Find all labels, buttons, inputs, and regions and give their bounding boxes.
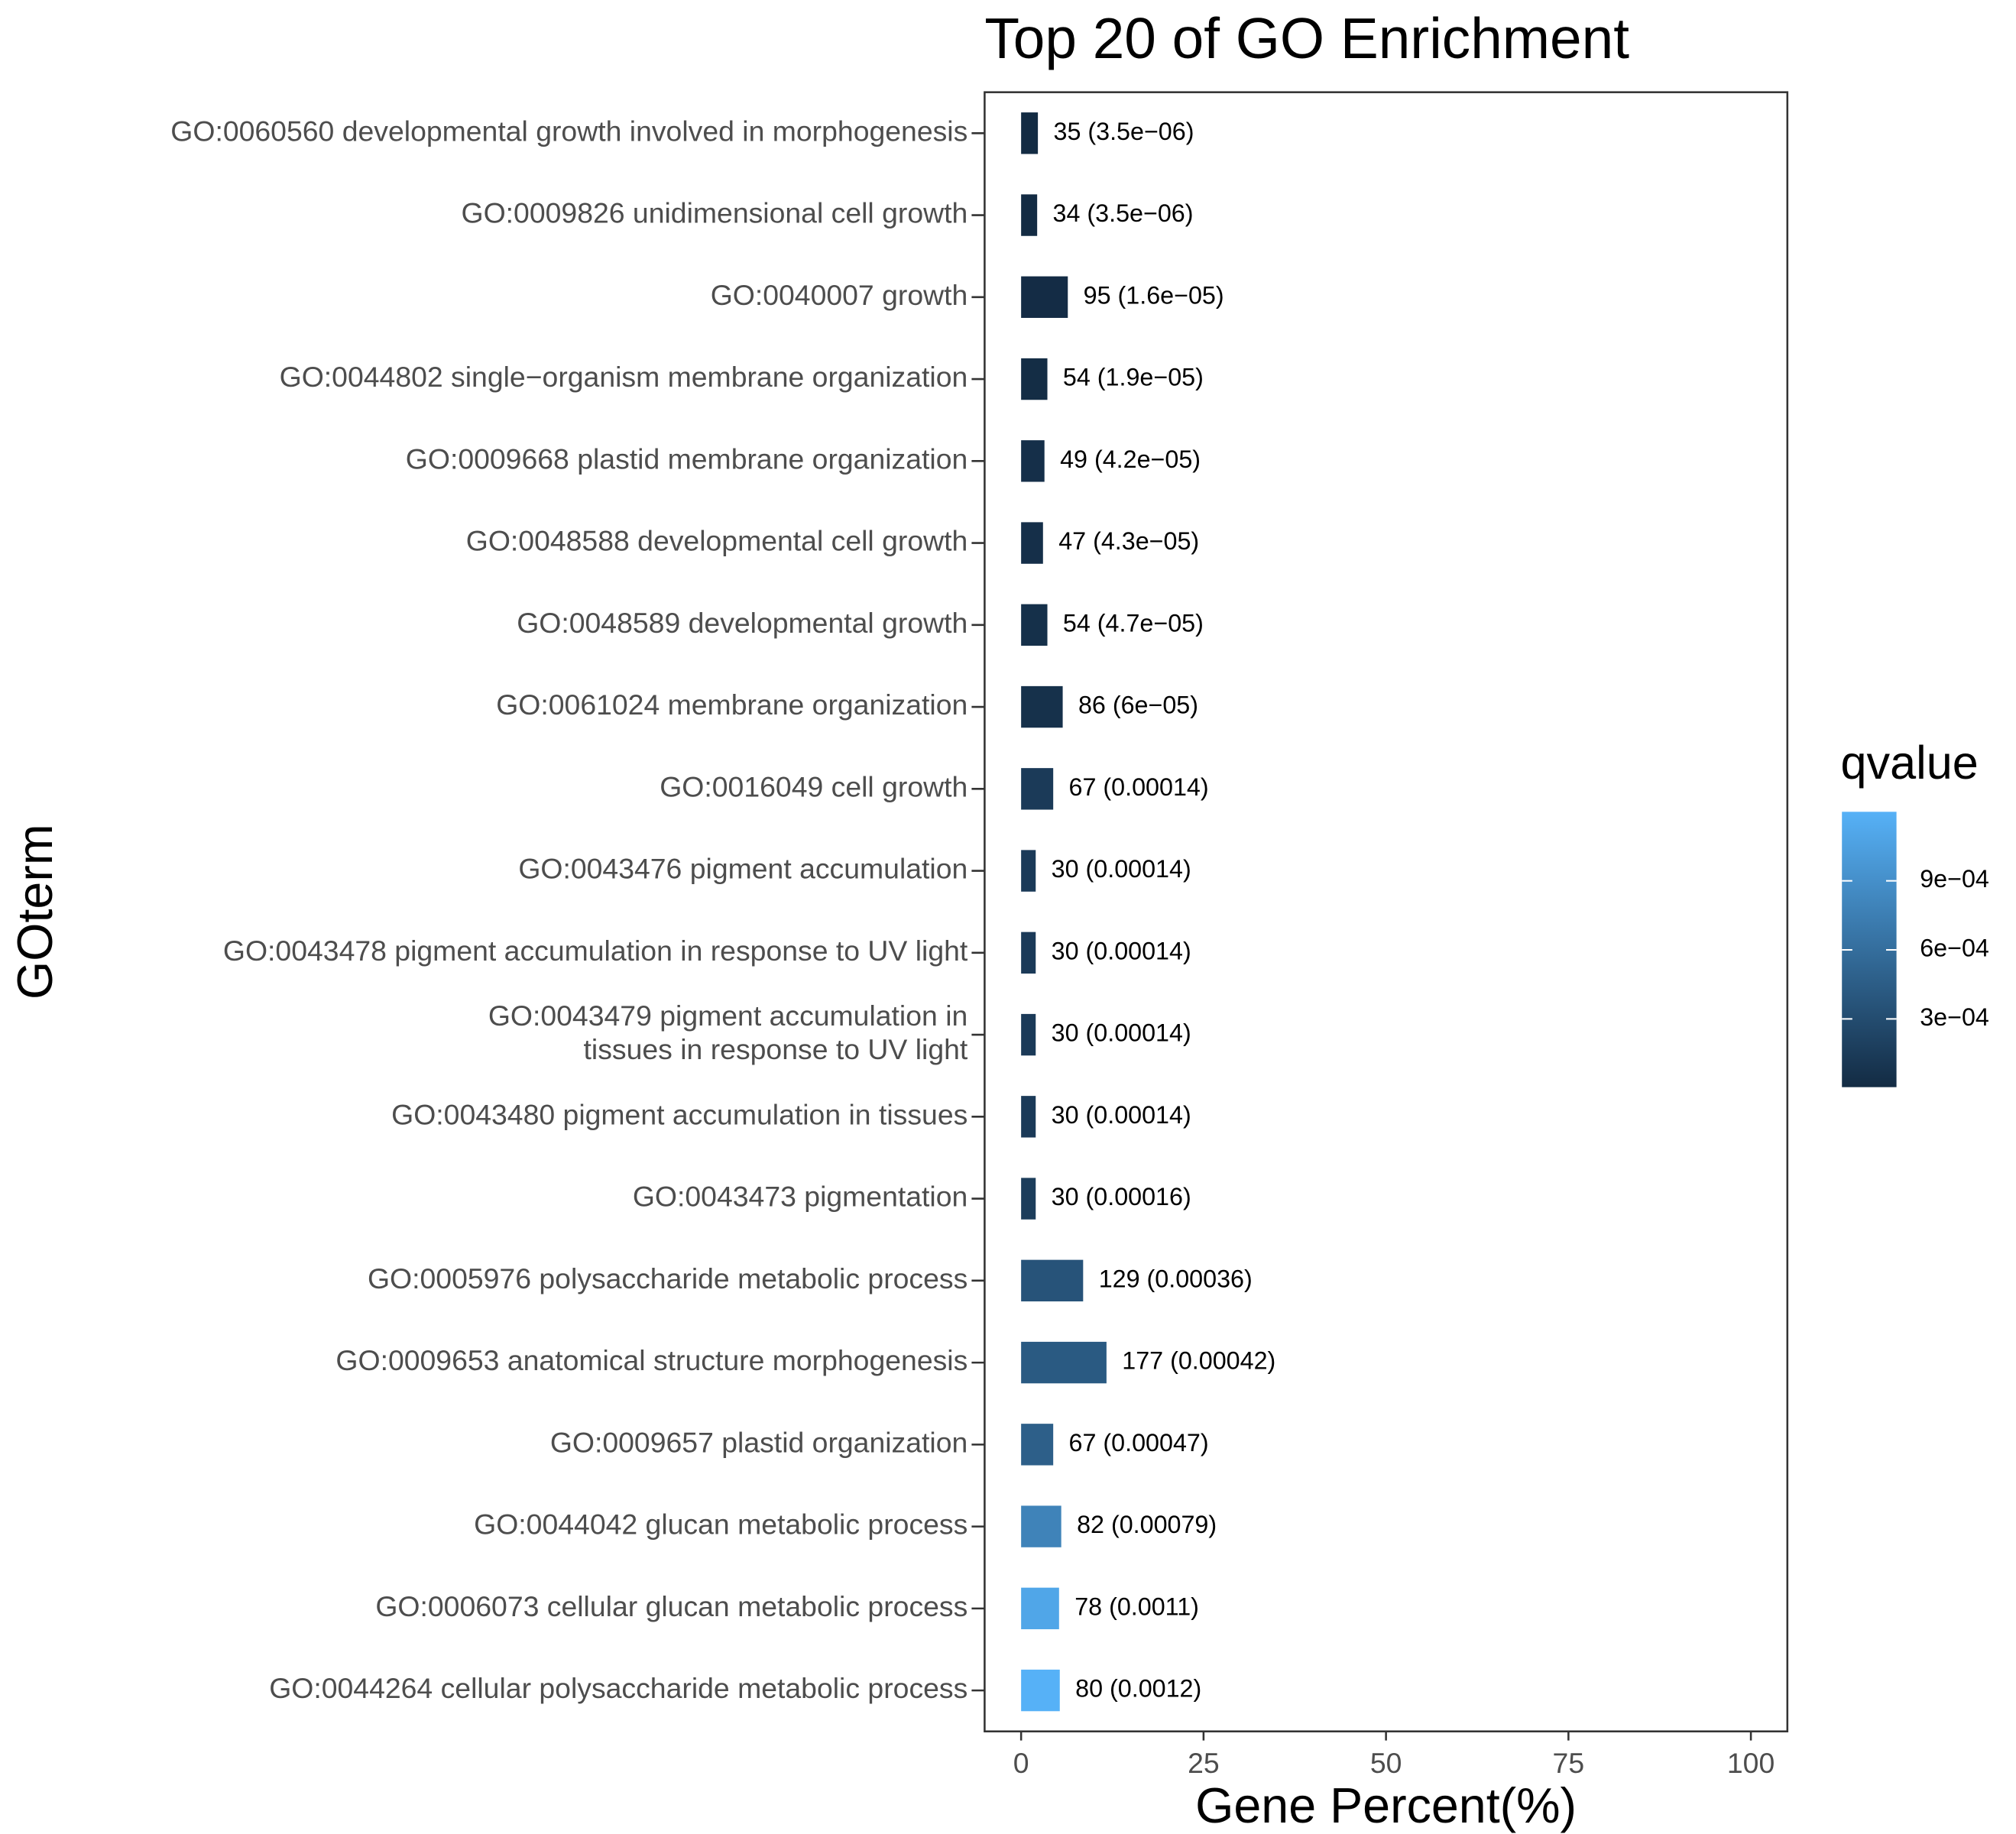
bar	[1021, 1587, 1059, 1630]
y-tick-label: GO:0060560 developmental growth involved…	[170, 115, 967, 147]
bar-annotation: 30 (0.00014)	[1052, 855, 1191, 883]
bar-annotation: 30 (0.00014)	[1052, 1101, 1191, 1129]
y-tick-label: GO:0044042 glucan metabolic process	[474, 1508, 967, 1540]
bar-annotation: 82 (0.00079)	[1077, 1511, 1217, 1538]
bar	[1021, 1178, 1036, 1220]
bar-annotation: 35 (3.5e−06)	[1054, 118, 1194, 145]
bar-annotation: 67 (0.00047)	[1069, 1429, 1209, 1457]
y-tick-label: GO:0016049 cell growth	[660, 770, 967, 802]
bar	[1021, 932, 1036, 974]
bar	[1021, 358, 1048, 400]
y-tick-label: GO:0006073 cellular glucan metabolic pro…	[375, 1590, 967, 1622]
chart-title: Top 20 of GO Enrichment	[984, 6, 1629, 70]
bar-annotation: 54 (4.7e−05)	[1063, 609, 1204, 637]
bar-annotation: 49 (4.2e−05)	[1060, 446, 1201, 473]
y-tick-label: GO:0043480 pigment accumulation in tissu…	[391, 1098, 967, 1130]
y-tick-label: GO:0009668 plastid membrane organization	[406, 442, 968, 475]
x-tick-label: 75	[1553, 1747, 1585, 1779]
x-tick-label: 50	[1370, 1747, 1402, 1779]
bar	[1021, 1505, 1061, 1547]
colorbar-tick-label: 3e−04	[1920, 1003, 1989, 1031]
bar-annotation: 30 (0.00014)	[1052, 937, 1191, 964]
y-tick-label: GO:0044264 cellular polysaccharide metab…	[269, 1672, 967, 1704]
bar-annotation: 34 (3.5e−06)	[1053, 199, 1194, 227]
x-tick-label: 0	[1013, 1747, 1029, 1779]
bar	[1021, 1424, 1054, 1466]
x-tick-label: 100	[1727, 1747, 1775, 1779]
y-tick-label: GO:0005976 polysaccharide metabolic proc…	[368, 1262, 967, 1294]
bar	[1021, 1341, 1107, 1384]
y-tick-label: GO:0009657 plastid organization	[550, 1426, 967, 1458]
y-tick-label: GO:0043473 pigmentation	[633, 1180, 967, 1212]
y-tick-label: GO:0043478 pigment accumulation in respo…	[223, 935, 968, 967]
bar-annotation: 80 (0.0012)	[1075, 1675, 1201, 1703]
bar	[1021, 522, 1043, 564]
y-tick-label: GO:0009826 unidimensional cell growth	[462, 196, 968, 228]
y-tick-label: GO:0043476 pigment accumulation	[518, 852, 967, 884]
bar-annotation: 86 (6e−05)	[1078, 692, 1198, 719]
bar	[1021, 850, 1036, 892]
y-axis-label: GOterm	[8, 824, 63, 1000]
x-tick-label: 25	[1188, 1747, 1220, 1779]
y-tick-label: GO:0061024 membrane organization	[496, 689, 967, 721]
colorbar-tick-label: 9e−04	[1920, 865, 1989, 893]
bar	[1021, 276, 1068, 319]
bar-annotation: 95 (1.6e−05)	[1084, 281, 1224, 309]
bar-annotation: 30 (0.00016)	[1052, 1183, 1191, 1210]
y-tick-label: GO:0009653 anatomical structure morphoge…	[335, 1344, 967, 1376]
bar	[1021, 685, 1063, 728]
bar-annotation: 78 (0.0011)	[1074, 1593, 1199, 1620]
colorbar-tick-label: 6e−04	[1920, 935, 1989, 962]
y-tick-label: GO:0040007 growth	[711, 279, 968, 311]
bar-annotation: 54 (1.9e−05)	[1063, 364, 1204, 391]
bar	[1021, 1096, 1036, 1138]
bar	[1021, 1259, 1084, 1302]
y-tick-label: GO:0044802 single−organism membrane orga…	[280, 361, 968, 393]
bar	[1021, 768, 1054, 810]
bar-annotation: 67 (0.00014)	[1069, 773, 1209, 801]
bar-annotation: 30 (0.00014)	[1052, 1019, 1191, 1047]
bar-annotation: 47 (4.3e−05)	[1058, 527, 1199, 555]
x-axis-label: Gene Percent(%)	[1195, 1778, 1577, 1833]
y-tick-label: GO:0048588 developmental cell growth	[466, 524, 968, 556]
bar	[1021, 604, 1048, 646]
bar	[1021, 194, 1038, 236]
legend-title: qvalue	[1841, 737, 1979, 789]
bar	[1021, 1013, 1036, 1056]
bar-annotation: 129 (0.00036)	[1099, 1265, 1253, 1292]
y-tick-label: GO:0043479 pigment accumulation in tissue…	[488, 1000, 968, 1065]
y-tick-label: GO:0048589 developmental growth	[517, 607, 967, 639]
bar	[1021, 440, 1045, 482]
bar	[1021, 112, 1039, 154]
bar	[1021, 1669, 1060, 1712]
bar-annotation: 177 (0.00042)	[1122, 1347, 1275, 1375]
